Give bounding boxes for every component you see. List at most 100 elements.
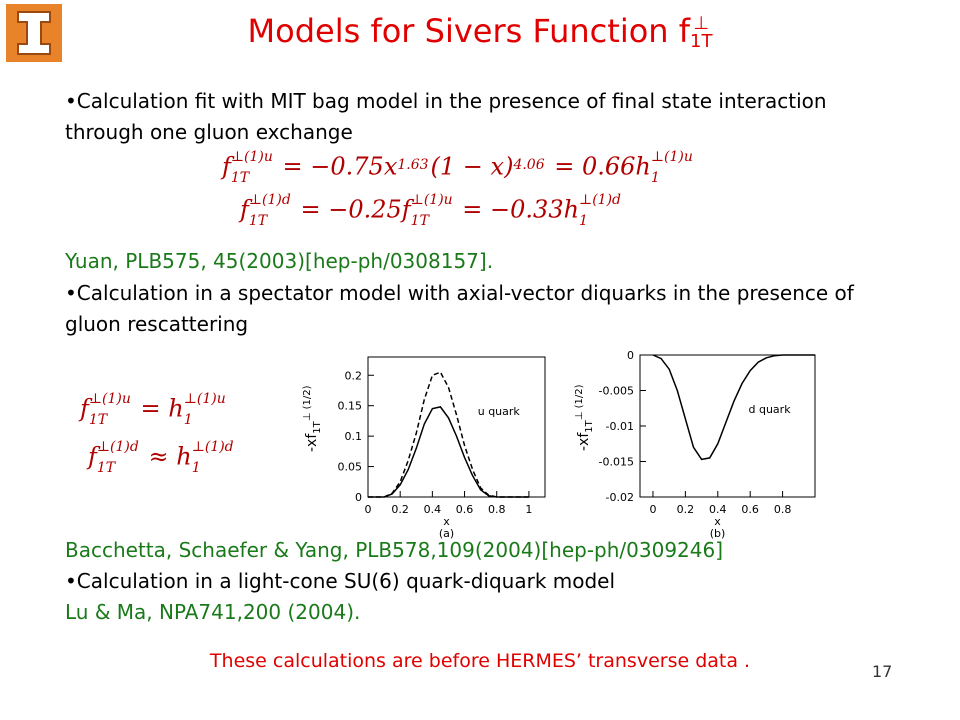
x-tick-label: 0.8 bbox=[774, 503, 792, 516]
eq-sub: 1T bbox=[88, 412, 108, 428]
x-tick-label: 1 bbox=[525, 503, 532, 516]
eq-sup: ⊥(1)u bbox=[183, 391, 226, 407]
eq-sub: 1T bbox=[96, 460, 116, 476]
x-tick-label: 0 bbox=[649, 503, 656, 516]
eq-sup: 1.63 bbox=[397, 156, 429, 173]
eq-text: f bbox=[240, 195, 249, 224]
y-label-part: 1T bbox=[312, 420, 323, 433]
y-tick-label: 0.05 bbox=[338, 461, 363, 474]
y-tick-label: 0 bbox=[627, 349, 634, 362]
eq-text: = −0.33h bbox=[454, 195, 580, 224]
eq-text: f bbox=[222, 152, 231, 181]
y-tick-label: 0 bbox=[355, 491, 362, 504]
eq-script: 1.63 bbox=[397, 156, 429, 179]
text-block: •Calculation in a spectator model with a… bbox=[65, 281, 854, 336]
eq-sup: ⊥(1)u bbox=[650, 149, 693, 165]
eq-sub: 1T bbox=[230, 170, 250, 186]
logo bbox=[6, 4, 62, 62]
eq-sup: ⊥(1)d bbox=[191, 439, 234, 455]
x-tick-label: 0.8 bbox=[488, 503, 506, 516]
y-tick-label: -0.02 bbox=[606, 491, 634, 504]
title-text: Models for Sivers Function f bbox=[247, 12, 690, 50]
eq-script: ⊥(1)u 1T bbox=[89, 392, 131, 428]
x-tick-label: 0.2 bbox=[391, 503, 409, 516]
eq-text: = 0.66h bbox=[546, 152, 651, 181]
panel-label: (a) bbox=[439, 527, 454, 540]
x-tick-label: 0.4 bbox=[709, 503, 727, 516]
curve bbox=[652, 354, 815, 461]
plot-frame bbox=[639, 354, 816, 498]
y-tick-label: 0.2 bbox=[345, 369, 363, 382]
eq-text: f bbox=[88, 442, 97, 471]
x-tick-label: 0.4 bbox=[424, 503, 442, 516]
y-label-part: ⊥ (1/2) bbox=[574, 384, 585, 420]
title-sub: 1T bbox=[690, 31, 713, 52]
y-tick-label: 0.1 bbox=[345, 430, 363, 443]
y-label: -xf1T⊥ (1/2) bbox=[574, 384, 595, 451]
eq-sub: 1 bbox=[650, 170, 660, 186]
slide-title: Models for Sivers Function f ⊥ 1T bbox=[0, 12, 960, 51]
footer-note: These calculations are before HERMES’ tr… bbox=[209, 650, 751, 672]
eq-sup: ⊥(1)u bbox=[410, 192, 453, 208]
eq-script: ⊥(1)d 1T bbox=[97, 440, 139, 476]
eq-script: ⊥(1)d 1T bbox=[249, 193, 291, 229]
x-tick-label: 0.6 bbox=[741, 503, 759, 516]
slide-number: 17 bbox=[872, 662, 893, 681]
title-script: ⊥ 1T bbox=[690, 15, 712, 51]
eq-text: = −0.25f bbox=[292, 195, 411, 224]
eq-text: = h bbox=[132, 394, 184, 423]
eq-text: ≈ h bbox=[140, 442, 192, 471]
y-tick-label: -0.005 bbox=[599, 385, 634, 398]
eq-script: ⊥(1)u 1T bbox=[231, 150, 273, 186]
eq-sup: ⊥(1)d bbox=[579, 192, 622, 208]
plot-frame bbox=[367, 356, 546, 498]
eq-sup: 4.06 bbox=[513, 156, 545, 173]
y-label: -xf1T⊥ (1/2) bbox=[302, 385, 323, 452]
text-block: •Calculation fit with MIT bag model in t… bbox=[65, 89, 827, 144]
eq-sub: 1T bbox=[248, 213, 268, 229]
eq-script: ⊥(1)u 1 bbox=[651, 150, 693, 186]
y-label-part: 1T bbox=[584, 419, 595, 432]
eq-script: ⊥(1)d 1 bbox=[192, 440, 234, 476]
text-block: •Calculation in a light-cone SU(6) quark… bbox=[65, 569, 616, 593]
eq-script: ⊥(1)u 1T bbox=[411, 193, 453, 229]
text-block: Yuan, PLB575, 45(2003)[hep-ph/0308157]. bbox=[65, 249, 494, 273]
eq-sub: 1 bbox=[579, 213, 588, 229]
equation: f ⊥(1)d 1T ≈ h ⊥(1)d 1 bbox=[88, 440, 236, 476]
annotation: d quark bbox=[749, 403, 792, 416]
equation: f ⊥(1)u 1T = h ⊥(1)u 1 bbox=[80, 392, 228, 428]
curve bbox=[368, 406, 529, 498]
x-label: x bbox=[443, 515, 450, 528]
y-tick-label: 0.15 bbox=[338, 400, 363, 413]
eq-text: f bbox=[80, 394, 89, 423]
eq-text: (1 − x) bbox=[430, 152, 514, 181]
title-sup: ⊥ bbox=[693, 13, 710, 34]
x-tick-label: 0 bbox=[365, 503, 372, 516]
eq-sup: ⊥(1)u bbox=[88, 391, 131, 407]
y-tick-label: -0.01 bbox=[606, 420, 634, 433]
eq-sup: ⊥(1)d bbox=[96, 439, 139, 455]
panel-label: (b) bbox=[710, 527, 726, 540]
eq-sub: 1 bbox=[191, 460, 201, 476]
equation: f ⊥(1)u 1T = −0.75x 1.63 (1 − x) 4.06 = 0.66h… bbox=[222, 150, 695, 186]
eq-script: ⊥(1)d 1 bbox=[579, 193, 621, 229]
y-label-part: -xf bbox=[304, 433, 320, 452]
curve bbox=[368, 371, 529, 498]
x-tick-label: 0.2 bbox=[677, 503, 695, 516]
eq-sub: 1T bbox=[410, 213, 429, 229]
x-tick-label: 0.6 bbox=[456, 503, 474, 516]
eq-sub: 1 bbox=[183, 412, 193, 428]
text-block: Lu & Ma, NPA741,200 (2004). bbox=[65, 600, 361, 624]
eq-text: = −0.75x bbox=[274, 152, 398, 181]
eq-sup: ⊥(1)d bbox=[248, 192, 291, 208]
y-label-part: -xf bbox=[576, 432, 592, 451]
eq-script: ⊥(1)u 1 bbox=[184, 392, 226, 428]
equation: f ⊥(1)d 1T = −0.25f ⊥(1)u 1T = −0.33h ⊥(1)d 1 bbox=[240, 193, 623, 229]
text-block: Bacchetta, Schaefer & Yang, PLB578,109(2… bbox=[65, 538, 724, 562]
eq-sup: ⊥(1)u bbox=[230, 149, 273, 165]
y-label-part: ⊥ (1/2) bbox=[302, 385, 313, 421]
annotation: u quark bbox=[478, 405, 521, 418]
eq-script: 4.06 bbox=[513, 156, 545, 179]
